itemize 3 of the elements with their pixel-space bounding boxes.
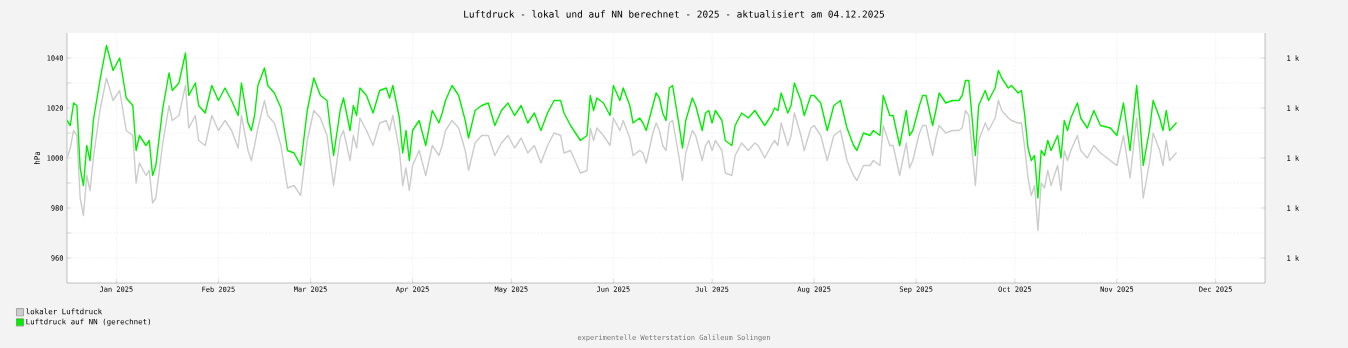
line-series bbox=[67, 77, 1177, 232]
chart-title: Luftdruck - lokal und auf NN berechnet - 2025 - aktualisiert am 04.12.2025 bbox=[464, 10, 885, 18]
line-series bbox=[67, 44, 1177, 199]
